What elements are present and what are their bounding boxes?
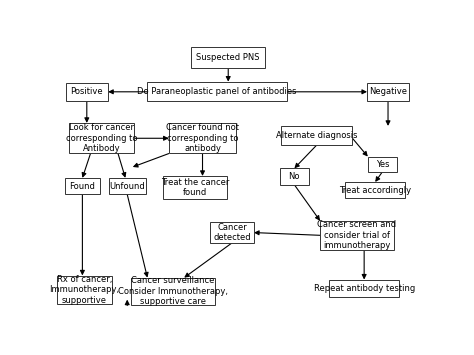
Text: Yes: Yes — [376, 160, 389, 169]
Text: Cancer screen and
consider trial of
immunotherapy: Cancer screen and consider trial of immu… — [317, 220, 396, 250]
FancyBboxPatch shape — [163, 176, 228, 199]
FancyBboxPatch shape — [65, 178, 100, 194]
FancyBboxPatch shape — [345, 182, 405, 198]
Text: Negative: Negative — [369, 87, 407, 96]
Text: Positive: Positive — [71, 87, 103, 96]
FancyBboxPatch shape — [191, 47, 265, 68]
FancyBboxPatch shape — [281, 126, 352, 145]
Text: Do Paraneoplastic panel of antibodies: Do Paraneoplastic panel of antibodies — [137, 87, 297, 96]
FancyBboxPatch shape — [57, 275, 112, 304]
FancyBboxPatch shape — [367, 83, 409, 101]
Text: Treat accordingly: Treat accordingly — [339, 186, 411, 195]
Text: Cancer
detected: Cancer detected — [213, 223, 251, 242]
Text: Cancer found not
corresponding to
antibody: Cancer found not corresponding to antibo… — [166, 124, 239, 153]
FancyBboxPatch shape — [109, 178, 146, 194]
FancyBboxPatch shape — [131, 278, 215, 305]
Text: Look for cancer
corresponding to
Antibody: Look for cancer corresponding to Antibod… — [66, 124, 137, 153]
Text: Repeat antibody testing: Repeat antibody testing — [313, 284, 415, 293]
FancyBboxPatch shape — [280, 168, 309, 185]
Text: Rx of cancer,
Immunotherapy,
supportive: Rx of cancer, Immunotherapy, supportive — [49, 275, 119, 305]
FancyBboxPatch shape — [66, 83, 108, 101]
FancyBboxPatch shape — [210, 222, 254, 243]
FancyBboxPatch shape — [329, 280, 399, 297]
Text: Unfound: Unfound — [109, 182, 145, 191]
Text: Suspected PNS: Suspected PNS — [197, 53, 260, 62]
Text: Cancer surveillance
Consider Immunotherapy,
supportive care: Cancer surveillance Consider Immunothera… — [118, 277, 228, 306]
Text: No: No — [289, 172, 300, 181]
FancyBboxPatch shape — [368, 157, 397, 172]
FancyBboxPatch shape — [320, 221, 393, 250]
FancyBboxPatch shape — [69, 123, 134, 153]
FancyBboxPatch shape — [147, 82, 287, 102]
Text: Found: Found — [70, 182, 95, 191]
FancyBboxPatch shape — [169, 123, 237, 153]
Text: Treat the cancer
found: Treat the cancer found — [161, 178, 229, 197]
Text: Alternate diagnosis: Alternate diagnosis — [276, 131, 357, 140]
